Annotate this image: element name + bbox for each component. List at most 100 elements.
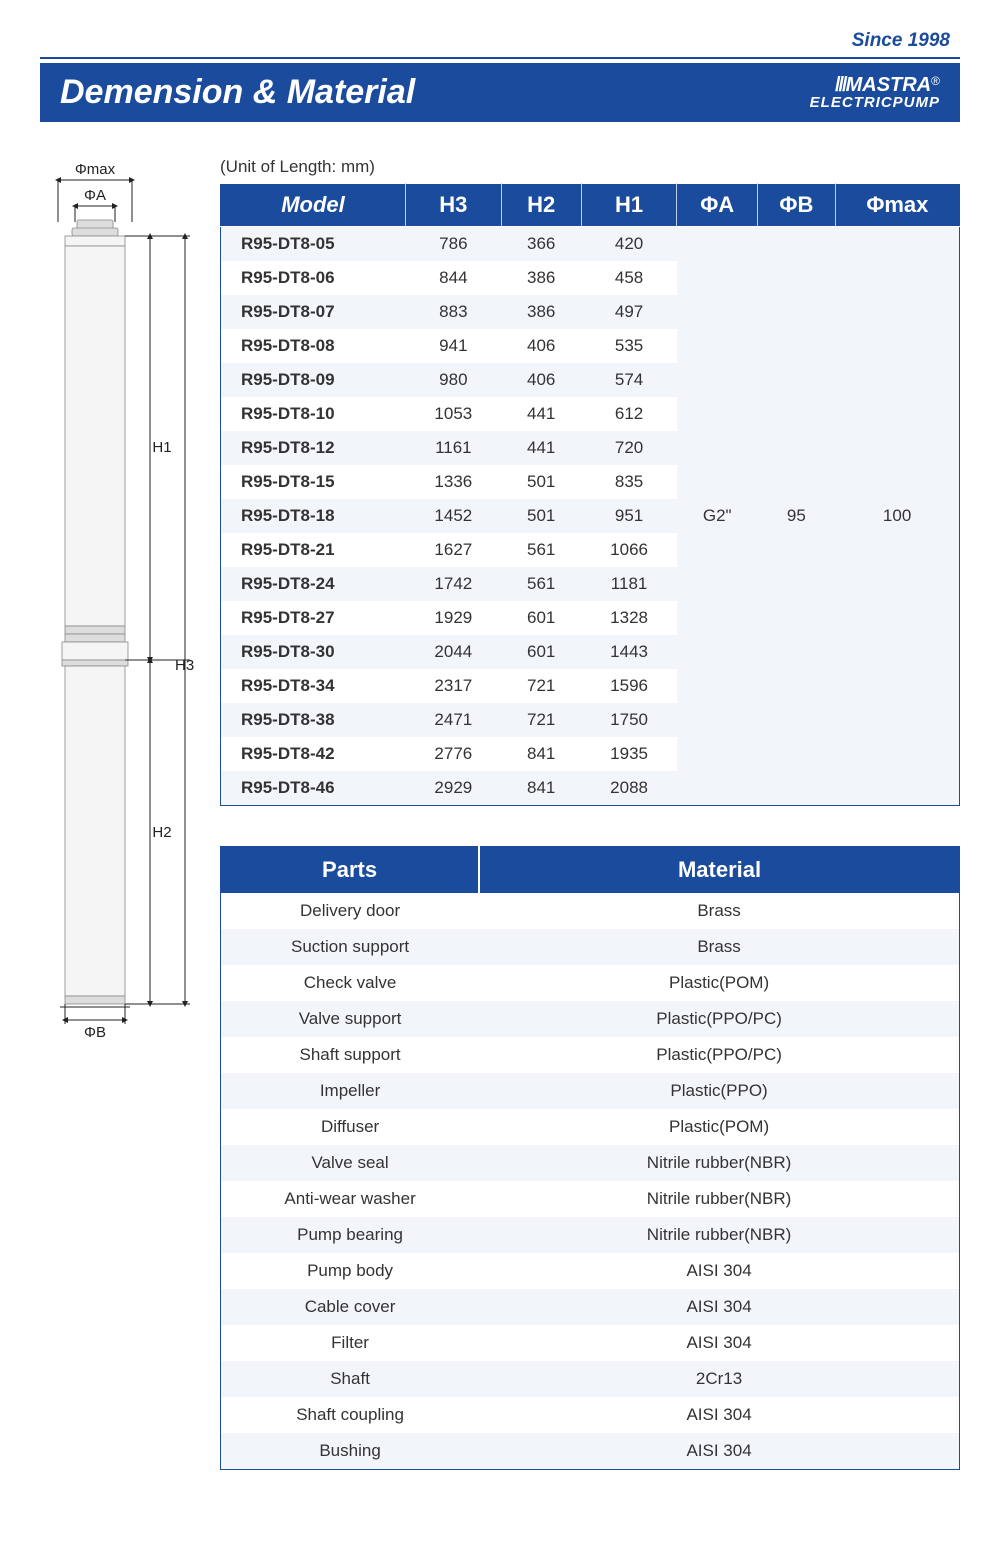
value-cell: 386 (501, 261, 581, 295)
table-row: Pump bearingNitrile rubber(NBR) (221, 1217, 960, 1253)
model-cell: R95-DT8-07 (221, 295, 406, 329)
dims-col-header: H2 (501, 184, 581, 227)
svg-text:H1: H1 (152, 439, 171, 456)
value-cell: Plastic(POM) (479, 965, 959, 1001)
table-row: Anti-wear washerNitrile rubber(NBR) (221, 1181, 960, 1217)
model-cell: R95-DT8-24 (221, 567, 406, 601)
mats-col-header: Material (479, 847, 959, 894)
value-cell: 1443 (581, 635, 677, 669)
since-label: Since 1998 (40, 30, 960, 52)
table-row: Valve supportPlastic(PPO/PC) (221, 1001, 960, 1037)
value-cell: Nitrile rubber(NBR) (479, 1145, 959, 1181)
table-row: BushingAISI 304 (221, 1433, 960, 1470)
value-cell: 2Cr13 (479, 1361, 959, 1397)
value-cell: 574 (581, 363, 677, 397)
value-cell: 835 (581, 465, 677, 499)
model-cell: R95-DT8-42 (221, 737, 406, 771)
svg-text:H3: H3 (175, 657, 194, 674)
value-cell: Plastic(PPO/PC) (479, 1001, 959, 1037)
value-cell: Valve seal (221, 1145, 480, 1181)
header-divider (40, 57, 960, 59)
dims-col-header: H3 (406, 184, 502, 227)
value-cell: 2317 (406, 669, 502, 703)
value-cell: Brass (479, 893, 959, 929)
model-cell: R95-DT8-21 (221, 533, 406, 567)
pump-diagram: Φmax ΦA (40, 162, 195, 1042)
model-cell: R95-DT8-30 (221, 635, 406, 669)
value-cell: 501 (501, 499, 581, 533)
model-cell: R95-DT8-38 (221, 703, 406, 737)
value-cell: Impeller (221, 1073, 480, 1109)
value-cell: Pump bearing (221, 1217, 480, 1253)
value-cell: 441 (501, 431, 581, 465)
value-cell: 720 (581, 431, 677, 465)
header-bar: Demension & Material ///MASTRA® ELECTRIC… (40, 63, 960, 122)
value-cell: Plastic(PPO) (479, 1073, 959, 1109)
model-cell: R95-DT8-34 (221, 669, 406, 703)
value-cell: 1161 (406, 431, 502, 465)
value-cell: 497 (581, 295, 677, 329)
value-cell: AISI 304 (479, 1253, 959, 1289)
table-row: Shaft couplingAISI 304 (221, 1397, 960, 1433)
value-cell: Anti-wear washer (221, 1181, 480, 1217)
value-cell: 561 (501, 533, 581, 567)
materials-table: PartsMaterial Delivery doorBrassSuction … (220, 846, 960, 1470)
value-cell: 841 (501, 771, 581, 806)
dimensions-table: ModelH3H2H1ΦAΦBΦmax R95-DT8-05786366420G… (220, 183, 960, 806)
model-cell: R95-DT8-05 (221, 227, 406, 262)
value-cell: 406 (501, 363, 581, 397)
value-cell: Bushing (221, 1433, 480, 1470)
value-cell: 2471 (406, 703, 502, 737)
svg-text:Φmax: Φmax (75, 162, 116, 178)
table-row: Valve sealNitrile rubber(NBR) (221, 1145, 960, 1181)
value-cell: 841 (501, 737, 581, 771)
value-cell: AISI 304 (479, 1397, 959, 1433)
model-cell: R95-DT8-12 (221, 431, 406, 465)
dims-col-header: ΦA (677, 184, 758, 227)
dims-col-header: ΦB (758, 184, 836, 227)
value-cell: 386 (501, 295, 581, 329)
model-cell: R95-DT8-10 (221, 397, 406, 431)
value-cell: 601 (501, 635, 581, 669)
value-cell: 941 (406, 329, 502, 363)
value-cell: Nitrile rubber(NBR) (479, 1217, 959, 1253)
value-cell: 1066 (581, 533, 677, 567)
model-cell: R95-DT8-27 (221, 601, 406, 635)
value-cell: 1742 (406, 567, 502, 601)
value-cell: 1336 (406, 465, 502, 499)
table-row: Check valvePlastic(POM) (221, 965, 960, 1001)
value-cell: 406 (501, 329, 581, 363)
value-cell: 2929 (406, 771, 502, 806)
value-cell: 1452 (406, 499, 502, 533)
value-cell: AISI 304 (479, 1433, 959, 1470)
value-cell: 612 (581, 397, 677, 431)
value-cell: 561 (501, 567, 581, 601)
value-cell: Shaft coupling (221, 1397, 480, 1433)
value-cell: 980 (406, 363, 502, 397)
value-cell: 420 (581, 227, 677, 262)
value-cell: 1328 (581, 601, 677, 635)
value-cell: Nitrile rubber(NBR) (479, 1181, 959, 1217)
table-row: DiffuserPlastic(POM) (221, 1109, 960, 1145)
value-cell: 951 (581, 499, 677, 533)
value-cell: 883 (406, 295, 502, 329)
value-cell: Shaft (221, 1361, 480, 1397)
model-cell: R95-DT8-09 (221, 363, 406, 397)
merged-cell-phimax: 100 (835, 227, 959, 806)
value-cell: 1935 (581, 737, 677, 771)
value-cell: Plastic(PPO/PC) (479, 1037, 959, 1073)
table-row: Delivery doorBrass (221, 893, 960, 929)
table-row: ImpellerPlastic(PPO) (221, 1073, 960, 1109)
table-row: Shaft2Cr13 (221, 1361, 960, 1397)
table-row: Suction supportBrass (221, 929, 960, 965)
merged-cell-phiA: G2" (677, 227, 758, 806)
value-cell: AISI 304 (479, 1289, 959, 1325)
value-cell: 1596 (581, 669, 677, 703)
value-cell: Check valve (221, 965, 480, 1001)
value-cell: 1929 (406, 601, 502, 635)
value-cell: 2088 (581, 771, 677, 806)
value-cell: Shaft support (221, 1037, 480, 1073)
value-cell: Delivery door (221, 893, 480, 929)
model-cell: R95-DT8-15 (221, 465, 406, 499)
value-cell: Brass (479, 929, 959, 965)
